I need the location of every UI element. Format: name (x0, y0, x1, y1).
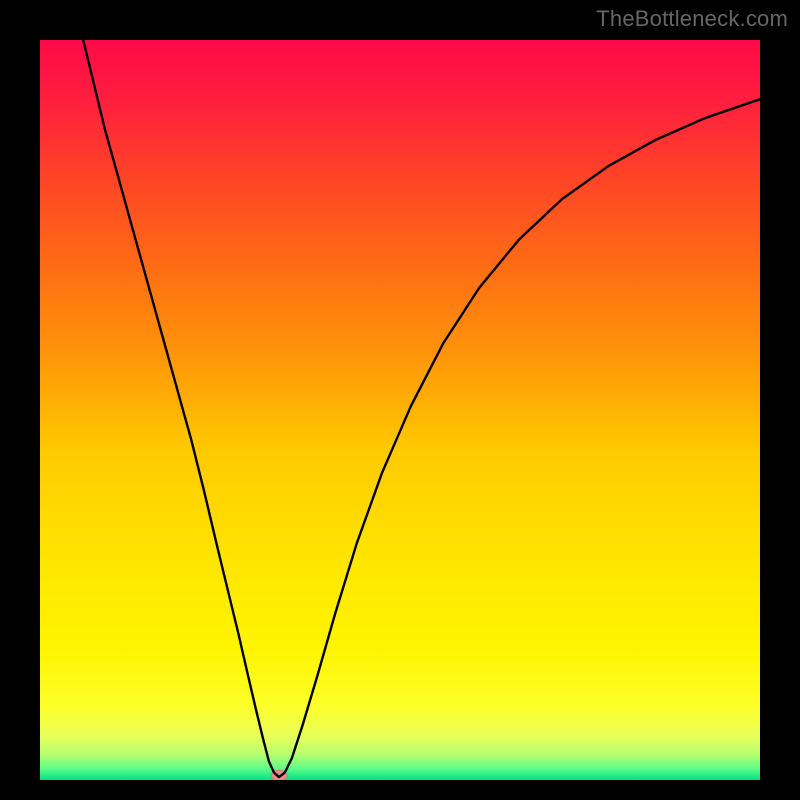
chart-svg (40, 40, 760, 780)
gradient-background (40, 40, 760, 780)
plot-area (40, 40, 760, 780)
chart-container: TheBottleneck.com (0, 0, 800, 800)
watermark-label: TheBottleneck.com (596, 6, 788, 32)
